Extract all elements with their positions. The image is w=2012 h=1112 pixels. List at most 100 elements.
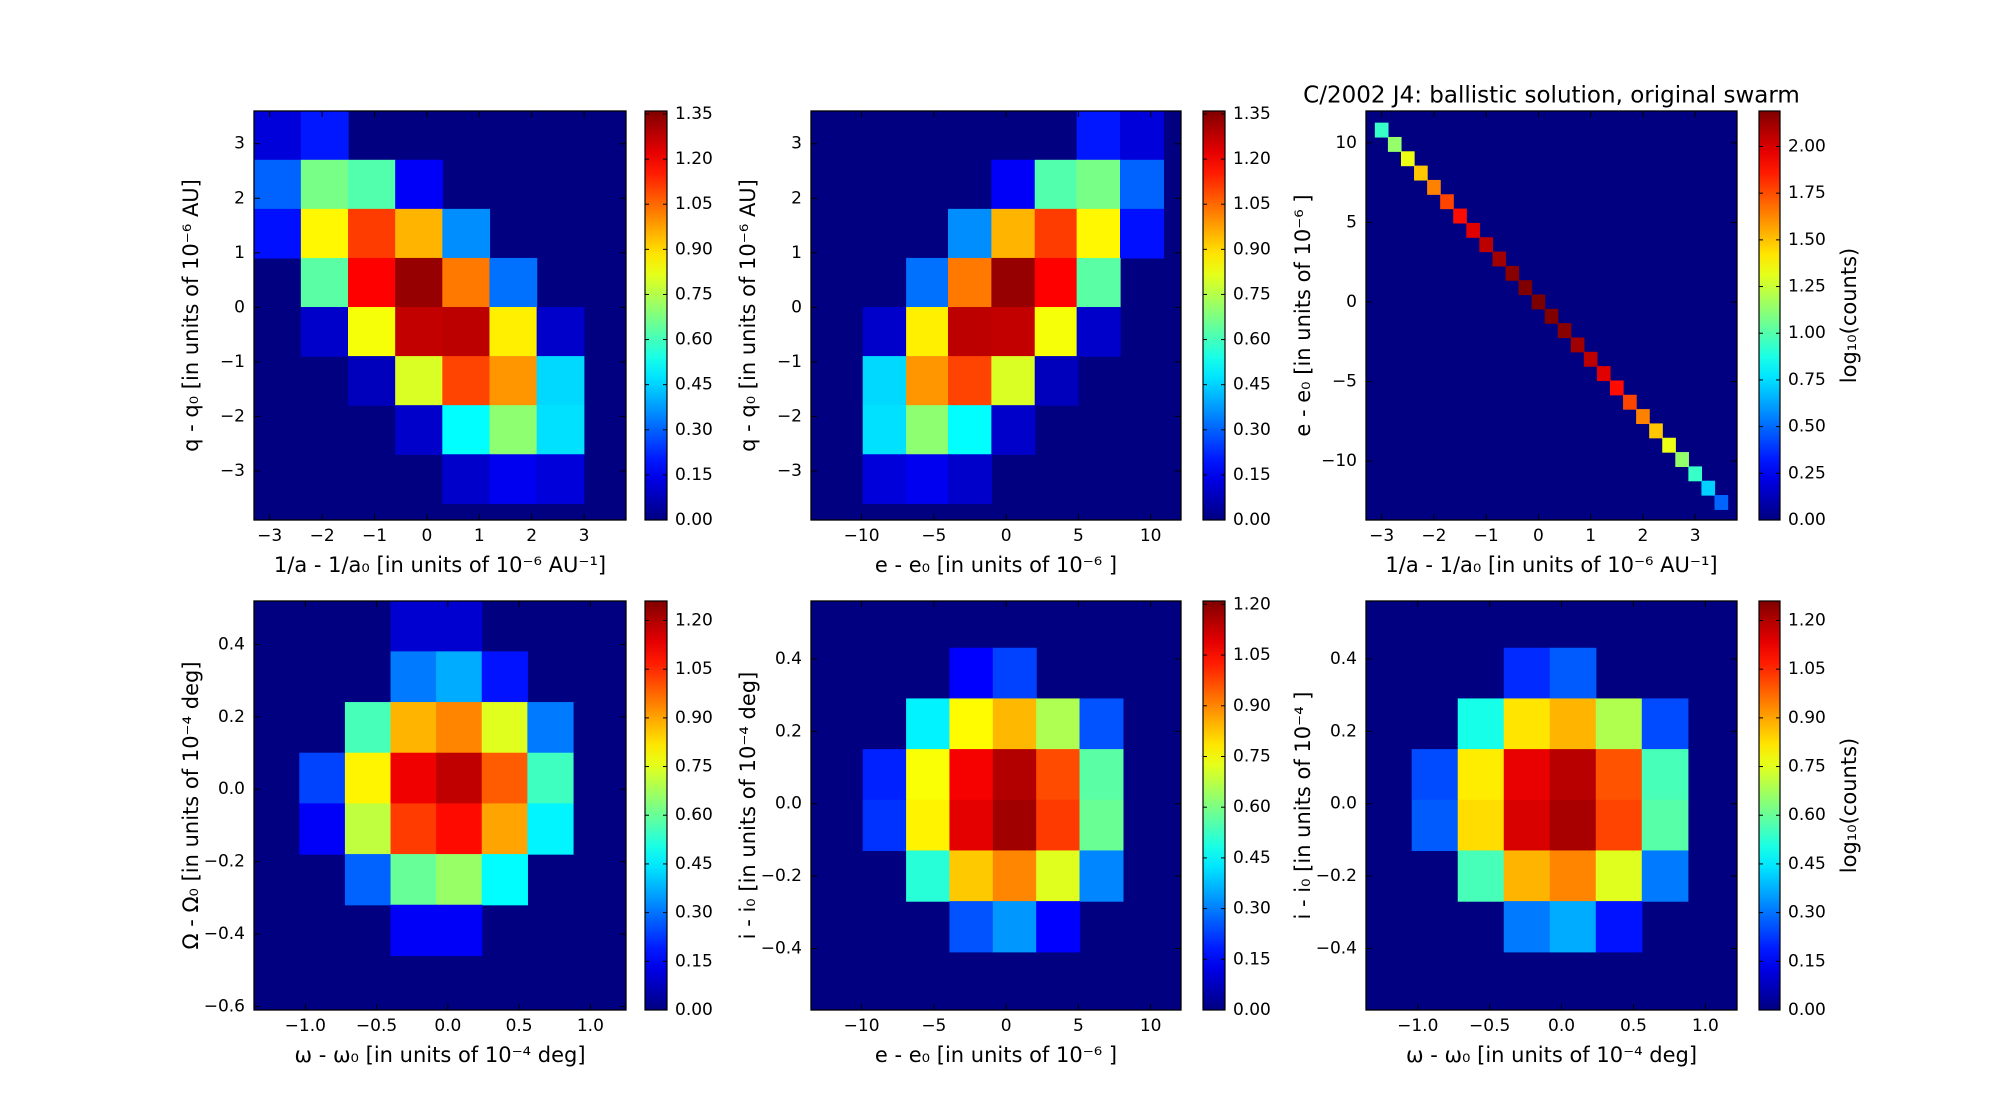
hex-cell: [1518, 280, 1533, 296]
hex-cell: [1119, 208, 1164, 259]
hex-cell: [436, 904, 483, 957]
y-tick-label: −0.4: [204, 924, 245, 944]
colorbar-label: log₁₀(counts): [1837, 248, 1861, 383]
hex-cell: [489, 356, 538, 406]
hex-cell: [299, 803, 346, 855]
y-tick-label: 0: [791, 297, 802, 317]
y-tick-label: −0.2: [761, 866, 802, 886]
colorbar-tick-label: 0.90: [1233, 239, 1271, 259]
hex-cell: [436, 752, 483, 804]
colorbar-tick-label: 0.15: [675, 951, 713, 971]
hex-cell: [1595, 901, 1643, 953]
y-tick-label: −0.2: [1316, 866, 1357, 886]
hex-cell: [1623, 394, 1637, 410]
x-axis-label: ω - ω₀ [in units of 10⁻⁴ deg]: [1406, 1043, 1697, 1067]
hex-cell: [992, 749, 1037, 801]
hex-cell: [481, 702, 528, 754]
hex-cell: [1531, 294, 1546, 310]
hex-cell: [1076, 307, 1121, 357]
hex-cell: [390, 702, 437, 754]
colorbar-label: log₁₀(counts): [1837, 738, 1861, 873]
hex-cell: [1457, 698, 1505, 750]
hex-cell: [862, 749, 907, 801]
hex-cell: [344, 702, 392, 754]
x-tick-label: 5: [1073, 1016, 1084, 1036]
hex-cell: [348, 208, 396, 259]
colorbar-tick-label: 0.00: [1788, 510, 1826, 530]
hex-cell: [1649, 423, 1663, 439]
hex-cell: [1076, 110, 1121, 161]
y-tick-label: −1: [220, 352, 245, 372]
hex-cell: [436, 702, 483, 754]
hex-cell: [948, 454, 992, 504]
hex-cell: [1079, 850, 1124, 902]
colorbar-tick-label: 0.60: [1233, 330, 1271, 350]
y-tick-label: −2: [777, 406, 802, 426]
hex-cell: [1636, 409, 1650, 425]
x-tick-label: −5: [921, 1016, 946, 1036]
y-axis-label: i - i₀ [in units of 10⁻⁴ deg]: [736, 672, 760, 940]
x-tick-label: 3: [1690, 526, 1701, 546]
x-axis-label: e - e₀ [in units of 10⁻⁶ ]: [875, 1043, 1117, 1067]
hex-cell: [344, 854, 392, 906]
hex-cell: [948, 208, 992, 259]
colorbar-tick-label: 1.25: [1788, 277, 1826, 297]
hex-cell: [442, 454, 491, 504]
colorbar-tick-label: 1.20: [1233, 594, 1271, 614]
hex-cell: [1427, 179, 1441, 195]
y-tick-label: 0.4: [1330, 649, 1357, 669]
hex-cell: [481, 752, 528, 804]
hex-cell: [1036, 749, 1081, 801]
y-tick-label: −1: [777, 352, 802, 372]
hex-cell: [1595, 698, 1643, 750]
hex-cell: [253, 208, 302, 259]
colorbar-tick-label: 1.35: [675, 104, 713, 124]
hex-cell: [442, 356, 491, 406]
y-tick-label: −0.4: [1316, 938, 1357, 958]
hex-cell: [390, 904, 437, 957]
colorbar-tick-label: 1.05: [675, 659, 713, 679]
hex-cell: [1503, 698, 1551, 750]
hex-cell: [1414, 165, 1428, 181]
colorbar-tick-label: 1.20: [675, 149, 713, 169]
x-tick-label: −5: [921, 526, 946, 546]
colorbar-tick-label: 0.45: [1233, 848, 1271, 868]
hex-cell: [1411, 799, 1459, 852]
colorbar-tick-label: 0.45: [1788, 854, 1826, 874]
y-tick-label: 0.2: [218, 707, 245, 727]
x-tick-label: −10: [844, 1016, 880, 1036]
colorbar-tick-label: 0.90: [1788, 708, 1826, 728]
colorbar-tick-label: 0.60: [1233, 797, 1271, 817]
hex-cell: [949, 749, 994, 801]
hex-cell: [1036, 901, 1081, 953]
hex-cell: [991, 405, 1036, 455]
hex-cell: [527, 752, 574, 804]
hex-cell: [348, 356, 396, 406]
hex-cell: [1076, 159, 1121, 210]
colorbar-tick-label: 0.30: [675, 420, 713, 440]
hex-cell: [1675, 452, 1689, 467]
hex-cell: [1688, 466, 1703, 482]
colorbar-tick-label: 0.75: [1233, 284, 1271, 304]
x-tick-label: 1.0: [577, 1016, 604, 1036]
hex-cell: [390, 752, 437, 804]
x-tick-label: 0.5: [506, 1016, 533, 1036]
hex-cell: [1641, 850, 1689, 902]
x-axis-label: e - e₀ [in units of 10⁻⁶ ]: [875, 553, 1117, 577]
hex-cell: [1034, 159, 1079, 210]
hex-cell: [1034, 257, 1079, 308]
colorbar-tick-label: 0.30: [675, 903, 713, 923]
x-tick-label: 0: [1533, 526, 1544, 546]
hex-cell: [481, 651, 528, 703]
hex-cell: [1119, 110, 1164, 161]
hex-cell: [481, 803, 528, 855]
hex-cell: [949, 901, 994, 953]
y-tick-label: −3: [777, 461, 802, 481]
hex-cell: [527, 702, 574, 754]
hex-cell: [395, 356, 443, 406]
axes-frame: [1365, 600, 1738, 1011]
y-tick-label: 2: [234, 188, 245, 208]
hex-cell: [1457, 850, 1505, 902]
hex-cell: [299, 752, 346, 804]
hex-cell: [1036, 850, 1081, 902]
